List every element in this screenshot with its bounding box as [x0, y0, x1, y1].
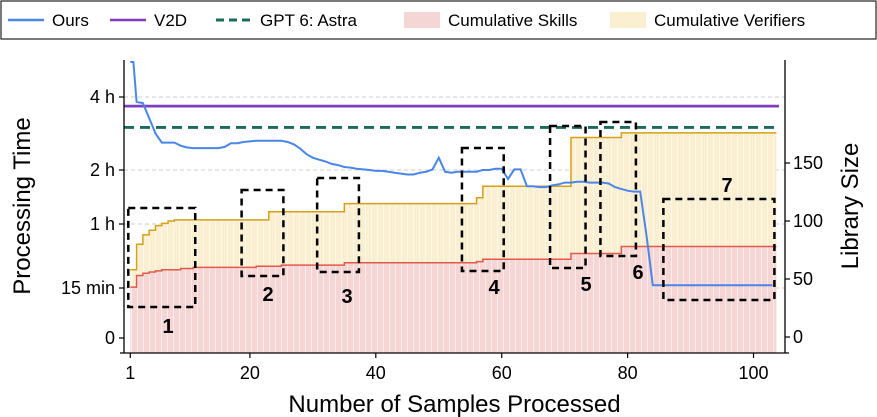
- annotation-box-7: [662, 197, 776, 302]
- annotation-label-1: 1: [162, 316, 173, 338]
- annotation-label-3: 3: [341, 286, 352, 308]
- annotation-label-4: 4: [488, 277, 500, 299]
- y-axis-right-label: Library Size: [837, 143, 864, 270]
- annotation-label-6: 6: [632, 262, 643, 284]
- legend-label-cumulative-verifiers: Cumulative Verifiers: [654, 11, 805, 30]
- legend-swatch-cumulative-verifiers: [610, 12, 646, 28]
- x-axis-label: Number of Samples Processed: [288, 391, 620, 417]
- x-tick-label: 80: [618, 363, 638, 383]
- x-tick-label: 100: [739, 363, 769, 383]
- edge-cumulative-skills: [130, 245, 777, 288]
- annotation-label-7: 7: [721, 175, 732, 197]
- annotation-label-2: 2: [262, 284, 273, 306]
- right-tick-label: 150: [793, 153, 823, 173]
- left-tick-label: 1 h: [90, 214, 115, 234]
- area-cumulative-skills: [130, 246, 777, 353]
- left-tick-label: 15 min: [61, 278, 115, 298]
- annotation-box-2: [240, 188, 285, 278]
- x-tick-label: 20: [240, 363, 260, 383]
- left-tick-label: 0: [105, 328, 115, 348]
- legend-label-v2d: V2D: [154, 11, 187, 30]
- x-tick-label: 1: [125, 363, 135, 383]
- annotation-box-3: [315, 176, 361, 274]
- annotation-box-6: [599, 120, 638, 258]
- legend-swatch-cumulative-skills: [404, 12, 440, 28]
- legend-label-ours: Ours: [52, 11, 89, 30]
- left-tick-label: 2 h: [90, 160, 115, 180]
- left-tick-label: 4 h: [90, 87, 115, 107]
- right-tick-label: 50: [793, 269, 813, 289]
- annotation-box-5: [548, 124, 587, 270]
- annotation-box-4: [460, 146, 505, 273]
- series-line-ours: [130, 61, 773, 287]
- right-tick-label: 100: [793, 211, 823, 231]
- edge-cumulative-verifiers: [130, 132, 777, 271]
- y-axis-left-label: Processing Time: [9, 117, 36, 294]
- x-tick-label: 60: [492, 363, 512, 383]
- annotation-box-1: [127, 206, 197, 309]
- annotation-label-5: 5: [580, 274, 591, 296]
- legend-label-gpt-6-astra: GPT 6: Astra: [260, 11, 358, 30]
- legend-label-cumulative-skills: Cumulative Skills: [448, 11, 577, 30]
- right-tick-label: 0: [793, 327, 803, 347]
- x-tick-label: 40: [366, 363, 386, 383]
